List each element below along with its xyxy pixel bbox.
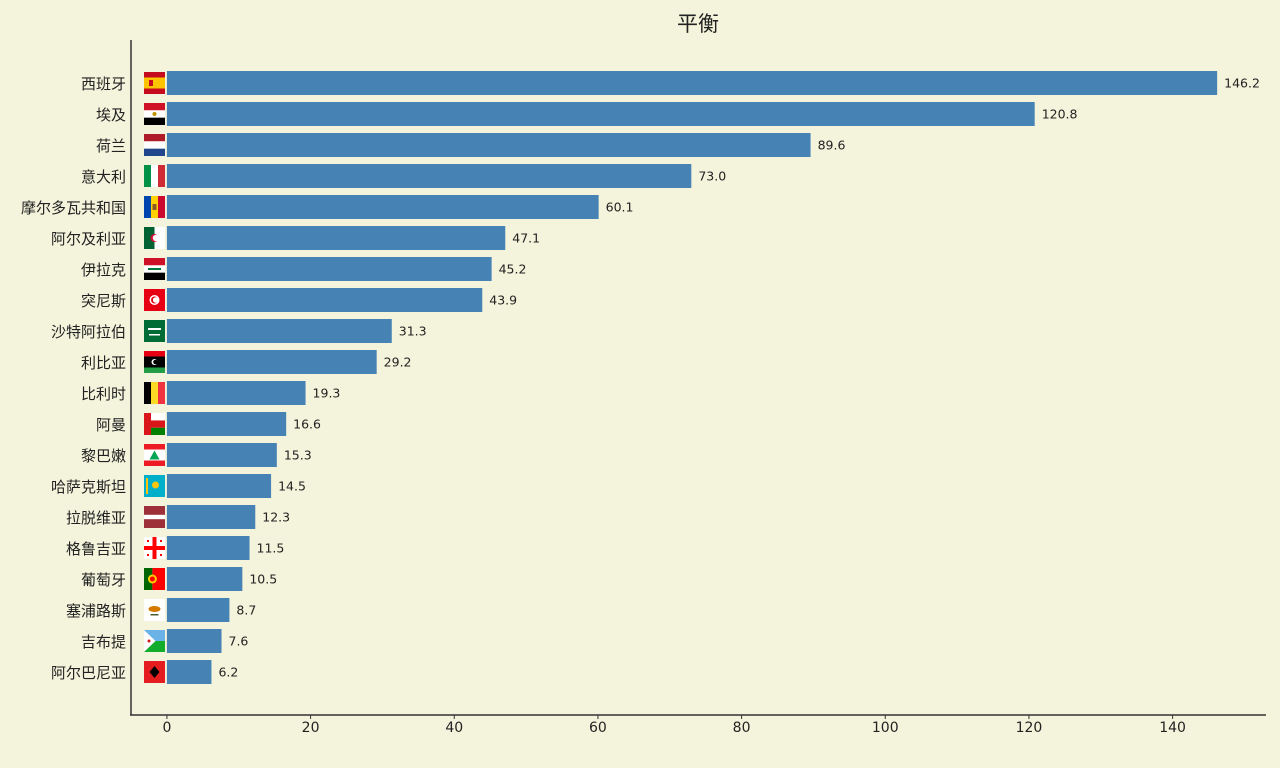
category-label: 阿尔及利亚 — [51, 230, 126, 248]
value-label: 31.3 — [399, 324, 427, 339]
value-label: 29.2 — [384, 355, 412, 370]
egypt-flag-icon — [144, 103, 165, 125]
category-label: 伊拉克 — [81, 261, 126, 279]
portugal-flag-icon — [144, 568, 165, 590]
category-label: 意大利 — [81, 168, 126, 186]
netherlands-flag-icon — [144, 134, 165, 156]
algeria-flag-icon — [144, 227, 165, 249]
value-label: 16.6 — [293, 417, 321, 432]
bar — [166, 350, 377, 374]
bar — [166, 660, 212, 684]
iraq-flag-icon — [144, 258, 165, 280]
x-tick-label: 60 — [589, 720, 607, 736]
bar — [166, 71, 1218, 95]
x-tick-label: 20 — [302, 720, 320, 736]
category-label: 格鲁吉亚 — [66, 540, 126, 558]
bar — [166, 412, 287, 436]
bar — [166, 443, 277, 467]
value-label: 7.6 — [229, 634, 249, 649]
moldova-flag-icon — [144, 196, 165, 218]
category-label: 沙特阿拉伯 — [51, 323, 126, 341]
category-label: 葡萄牙 — [81, 571, 126, 589]
libya-flag-icon — [144, 351, 165, 373]
tunisia-flag-icon — [144, 289, 165, 311]
value-label: 8.7 — [236, 603, 256, 618]
category-label: 阿尔巴尼亚 — [51, 664, 126, 682]
category-label: 突尼斯 — [81, 292, 126, 310]
bar — [166, 567, 243, 591]
belgium-flag-icon — [144, 382, 165, 404]
georgia-flag-icon — [144, 537, 165, 559]
value-labels: 146.2 120.8 89.6 73.0 60.1 47.1 45.2 43.9 31.3 29… — [218, 76, 1259, 680]
value-label: 6.2 — [218, 665, 238, 680]
chart-title: 平衡 — [677, 12, 719, 36]
value-label: 73.0 — [698, 169, 726, 184]
latvia-flag-icon — [144, 506, 165, 528]
bar — [166, 381, 306, 405]
x-tick-label: 120 — [1016, 720, 1043, 736]
value-label: 60.1 — [606, 200, 634, 215]
bar — [166, 629, 222, 653]
category-label: 利比亚 — [81, 354, 126, 372]
x-tick-label: 80 — [733, 720, 751, 736]
value-label: 47.1 — [512, 231, 540, 246]
category-label: 塞浦路斯 — [66, 602, 126, 620]
cyprus-flag-icon — [144, 599, 165, 621]
category-labels: 西班牙埃及荷兰意大利摩尔多瓦共和国阿尔及利亚伊拉克突尼斯沙特阿拉伯利比亚比利时阿… — [21, 75, 126, 682]
lebanon-flag-icon — [144, 444, 165, 466]
italy-flag-icon — [144, 165, 165, 187]
value-label: 89.6 — [818, 138, 846, 153]
category-label: 埃及 — [96, 106, 126, 124]
x-tick-label: 100 — [872, 720, 899, 736]
saudi-arabia-flag-icon — [144, 320, 165, 342]
value-label: 43.9 — [489, 293, 517, 308]
category-label: 摩尔多瓦共和国 — [21, 199, 126, 217]
bar — [166, 474, 272, 498]
oman-flag-icon — [144, 413, 165, 435]
bar — [166, 226, 506, 250]
category-label: 哈萨克斯坦 — [51, 478, 126, 496]
category-label: 拉脱维亚 — [66, 509, 126, 527]
bar — [166, 102, 1035, 126]
category-label: 西班牙 — [81, 75, 126, 93]
spain-flag-icon — [144, 72, 165, 94]
kazakhstan-flag-icon — [144, 475, 165, 497]
djibouti-flag-icon — [144, 630, 165, 652]
category-label: 荷兰 — [96, 137, 126, 155]
category-label: 阿曼 — [96, 416, 126, 434]
bar — [166, 598, 230, 622]
value-label: 10.5 — [249, 572, 277, 587]
flags-layer — [144, 72, 165, 683]
bar — [166, 164, 692, 188]
albania-flag-icon — [144, 661, 165, 683]
value-label: 14.5 — [278, 479, 306, 494]
bar — [166, 195, 599, 219]
bar — [166, 505, 256, 529]
x-tick-label: 40 — [445, 720, 463, 736]
x-ticks: 0 20 40 60 80 100 120 140 — [162, 715, 1186, 736]
bar — [166, 536, 250, 560]
value-label: 120.8 — [1042, 107, 1078, 122]
category-label: 黎巴嫩 — [81, 447, 126, 465]
value-label: 12.3 — [262, 510, 290, 525]
bar — [166, 319, 392, 343]
value-label: 11.5 — [257, 541, 285, 556]
bar — [166, 133, 811, 157]
value-label: 15.3 — [284, 448, 312, 463]
category-label: 比利时 — [81, 385, 126, 403]
value-label: 19.3 — [313, 386, 341, 401]
bar — [166, 288, 483, 312]
category-label: 吉布提 — [81, 633, 126, 651]
bars-layer — [166, 71, 1218, 684]
bar — [166, 257, 492, 281]
x-tick-label: 140 — [1159, 720, 1186, 736]
value-label: 45.2 — [499, 262, 527, 277]
x-tick-label: 0 — [162, 720, 171, 736]
value-label: 146.2 — [1224, 76, 1260, 91]
